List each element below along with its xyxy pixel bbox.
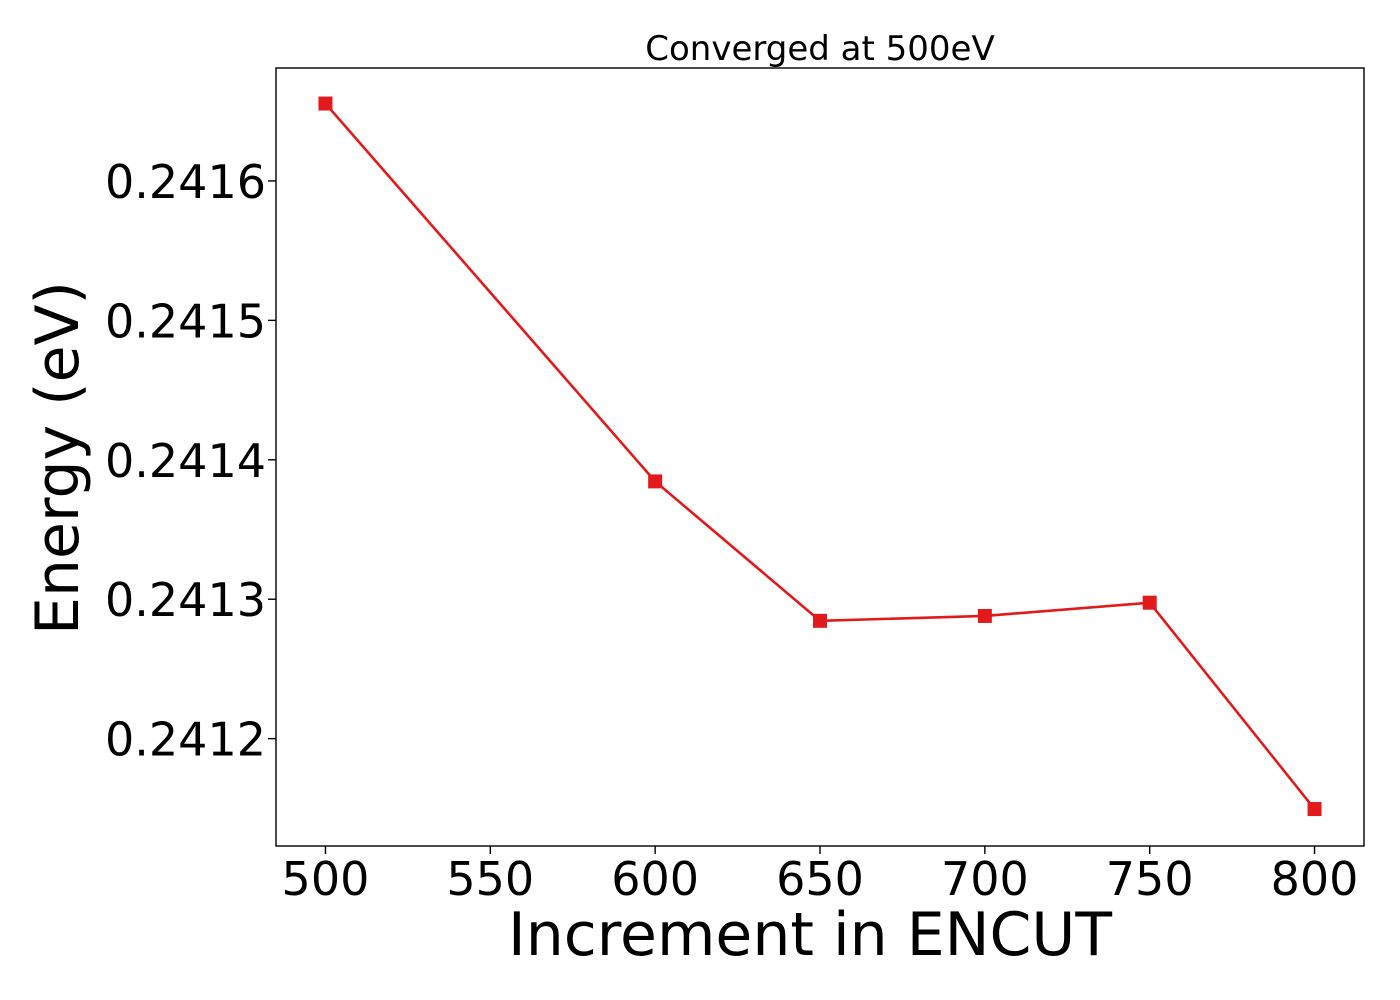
y-tick-label: 0.2416 bbox=[105, 155, 266, 209]
data-point bbox=[977, 608, 992, 623]
y-tick-label: 0.2413 bbox=[105, 573, 266, 627]
x-tick-label: 600 bbox=[611, 852, 699, 906]
x-tick-label: 750 bbox=[1106, 852, 1194, 906]
y-tick-label: 0.2415 bbox=[105, 294, 266, 348]
y-axis-label: Energy (eV) bbox=[23, 281, 93, 635]
x-axis: 500 550 600 650 700 750 800 bbox=[282, 846, 1359, 906]
data-point bbox=[1307, 802, 1322, 817]
y-axis: 0.2412 0.2413 0.2414 0.2415 0.2416 bbox=[105, 155, 276, 767]
x-tick-label: 550 bbox=[446, 852, 534, 906]
series-line bbox=[324, 102, 1316, 810]
x-tick-label: 700 bbox=[941, 852, 1029, 906]
series-layer bbox=[318, 96, 1322, 817]
y-tick-label: 0.2414 bbox=[105, 434, 266, 488]
data-point bbox=[813, 613, 827, 628]
x-tick-label: 500 bbox=[282, 852, 370, 906]
chart-title: Converged at 500eV bbox=[645, 29, 994, 69]
x-axis-label: Increment in ENCUT bbox=[508, 900, 1112, 970]
y-tick-label: 0.2412 bbox=[105, 713, 266, 767]
data-point bbox=[648, 474, 663, 489]
data-point bbox=[318, 96, 333, 111]
x-tick-label: 800 bbox=[1271, 852, 1359, 906]
data-point bbox=[1142, 595, 1157, 610]
x-tick-label: 650 bbox=[776, 852, 864, 906]
